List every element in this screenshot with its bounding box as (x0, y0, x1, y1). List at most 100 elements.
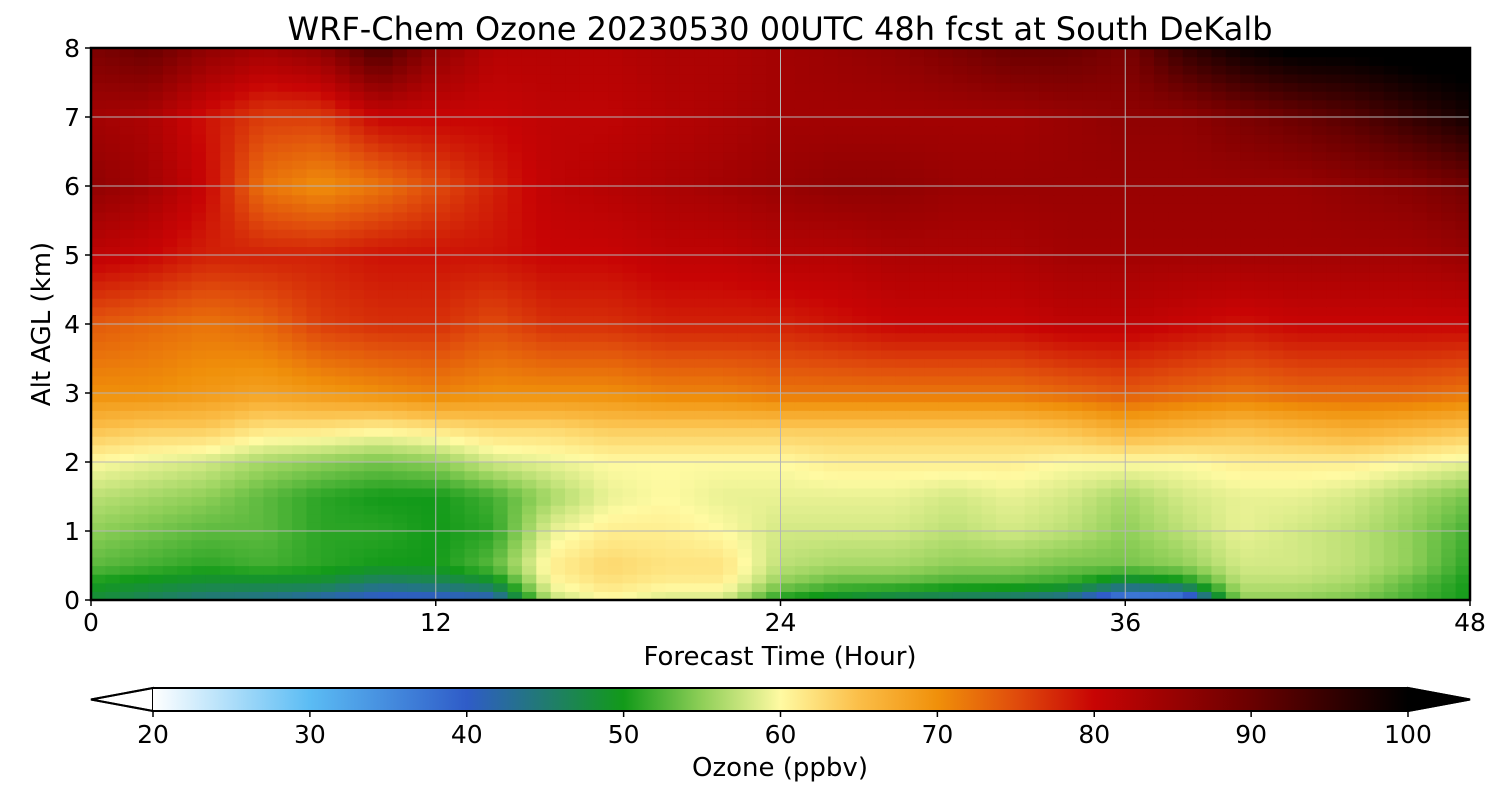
heatmap-cell (1383, 427, 1399, 437)
heatmap-cell (608, 211, 624, 222)
heatmap-cell (277, 436, 293, 446)
heatmap-cell (651, 393, 667, 403)
heatmap-cell (694, 462, 710, 472)
heatmap-cell (1283, 151, 1299, 161)
heatmap-cell (579, 505, 595, 515)
heatmap-cell (1369, 160, 1385, 170)
heatmap-cell (881, 367, 897, 377)
heatmap-cell (234, 479, 250, 489)
heatmap-cell (852, 539, 868, 549)
heatmap-cell (1383, 496, 1399, 506)
heatmap-cell (1369, 341, 1385, 351)
heatmap-cell (665, 487, 681, 498)
heatmap-cell (622, 418, 638, 429)
heatmap-cell (679, 151, 695, 161)
heatmap-cell (593, 591, 609, 601)
heatmap-cell (852, 298, 868, 308)
heatmap-cell (1311, 349, 1327, 360)
heatmap-cell (1211, 315, 1227, 325)
heatmap-cell (593, 548, 609, 558)
heatmap-cell (363, 194, 379, 204)
heatmap-cell (1340, 160, 1356, 170)
heatmap-cell (1197, 349, 1213, 360)
heatmap-cell (234, 574, 250, 584)
heatmap-cell (363, 332, 379, 342)
heatmap-cell (938, 186, 954, 196)
heatmap-cell (205, 574, 221, 584)
heatmap-cell (177, 436, 193, 446)
heatmap-cell (651, 263, 667, 273)
heatmap-cell (363, 160, 379, 170)
heatmap-cell (1326, 539, 1342, 549)
heatmap-cell (1455, 539, 1471, 549)
heatmap-cell (593, 186, 609, 196)
heatmap-cell (220, 203, 236, 213)
heatmap-cell (1369, 453, 1385, 463)
heatmap-cell (1426, 513, 1442, 523)
heatmap-cell (220, 393, 236, 403)
heatmap-cell (392, 591, 408, 601)
heatmap-cell (981, 358, 997, 368)
heatmap-cell (1110, 539, 1126, 549)
heatmap-cell (1326, 220, 1342, 230)
heatmap-cell (478, 203, 494, 213)
heatmap-cell (794, 358, 810, 368)
heatmap-cell (1254, 462, 1270, 472)
heatmap-cell (723, 246, 738, 256)
heatmap-cell (91, 306, 106, 316)
heatmap-cell (794, 375, 810, 385)
heatmap-cell (1168, 531, 1184, 541)
heatmap-cell (565, 263, 580, 273)
heatmap-cell (521, 513, 537, 523)
heatmap-cell (306, 522, 322, 532)
heatmap-cell (263, 462, 279, 472)
heatmap-cell (1053, 298, 1069, 308)
heatmap-cell (1010, 306, 1026, 316)
heatmap-cell (191, 220, 207, 230)
heatmap-cell (292, 367, 308, 377)
heatmap-cell (751, 401, 767, 411)
heatmap-cell (1153, 186, 1169, 196)
heatmap-cell (536, 367, 552, 377)
heatmap-cell (967, 479, 983, 489)
heatmap-cell (349, 487, 365, 498)
heatmap-cell (478, 591, 494, 601)
heatmap-cell (1182, 556, 1198, 567)
heatmap-cell (794, 237, 810, 247)
heatmap-cell (1398, 444, 1414, 454)
heatmap-cell (1441, 582, 1457, 592)
heatmap-cell (1168, 462, 1184, 472)
heatmap-cell (435, 444, 451, 454)
heatmap-cell (938, 384, 954, 394)
heatmap-cell (1110, 427, 1126, 437)
heatmap-cell (1340, 453, 1356, 463)
heatmap-cell (1096, 203, 1112, 213)
heatmap-cell (335, 375, 351, 385)
heatmap-cell (909, 272, 925, 282)
heatmap-cell (622, 229, 638, 239)
heatmap-cell (148, 263, 164, 273)
heatmap-cell (579, 574, 595, 584)
heatmap-cell (1311, 168, 1327, 178)
heatmap-cell (636, 444, 652, 454)
heatmap-cell (1254, 539, 1270, 549)
heatmap-cell (651, 358, 667, 368)
heatmap-cell (565, 548, 580, 558)
heatmap-cell (1010, 427, 1026, 437)
heatmap-cell (1168, 522, 1184, 532)
heatmap-cell (1197, 410, 1213, 420)
heatmap-cell (134, 401, 150, 411)
heatmap-cell (1369, 556, 1385, 567)
heatmap-cell (737, 367, 753, 377)
heatmap-cell (421, 160, 437, 170)
heatmap-cell (837, 315, 853, 325)
heatmap-cell (91, 358, 106, 368)
heatmap-cell (1139, 591, 1155, 601)
heatmap-cell (1225, 367, 1241, 377)
heatmap-cell (134, 531, 150, 541)
heatmap-cell (1297, 211, 1313, 222)
heatmap-cell (694, 246, 710, 256)
heatmap-cell (651, 496, 667, 506)
heatmap-cell (1053, 531, 1069, 541)
heatmap-cell (794, 427, 810, 437)
